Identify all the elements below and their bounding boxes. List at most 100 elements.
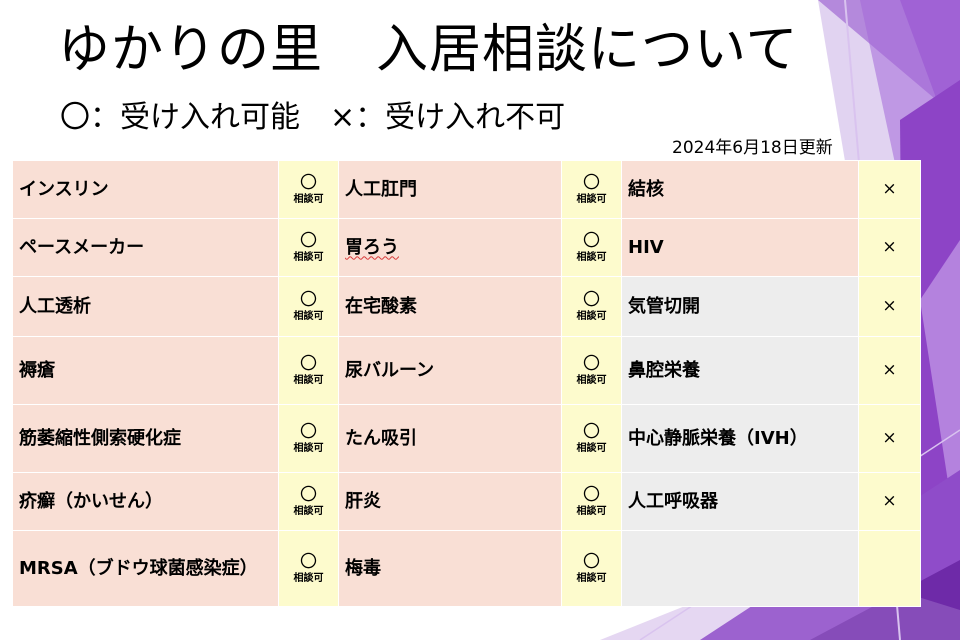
consult-note: 相談可 xyxy=(576,251,607,263)
item-label-text: 筋萎縮性側索硬化症 xyxy=(19,427,181,449)
circle-mark: 〇 xyxy=(583,551,600,572)
item-label: たん吸引 xyxy=(338,404,562,473)
item-label-text: 梅毒 xyxy=(345,557,381,579)
consult-note: 相談可 xyxy=(293,193,324,205)
circle-mark: 〇 xyxy=(300,172,317,193)
item-label: 在宅酸素 xyxy=(338,276,562,337)
item-label: 気管切開 xyxy=(621,276,859,337)
circle-mark: 〇 xyxy=(583,421,600,442)
acceptance-mark: 〇相談可 xyxy=(278,218,339,277)
item-label-text: 尿バルーン xyxy=(345,359,435,381)
acceptance-mark: × xyxy=(858,160,921,219)
acceptance-mark: × xyxy=(858,276,921,337)
admission-table: インスリン〇相談可 人工肛門〇相談可 結核 × ペースメーカー〇相談可 胃ろう〇相談可 HI… xyxy=(12,160,921,607)
acceptance-mark: × xyxy=(858,336,921,405)
circle-mark: 〇 xyxy=(300,289,317,310)
item-label-text: 人工呼吸器 xyxy=(628,490,718,512)
circle-mark: 〇 xyxy=(300,551,317,572)
item-label-text: 人工透析 xyxy=(19,295,91,317)
acceptance-mark: 〇相談可 xyxy=(561,404,622,473)
consult-note: 相談可 xyxy=(576,505,607,517)
item-label-text: HIV xyxy=(628,236,664,258)
item-label: 梅毒 xyxy=(338,530,562,607)
table-row: 人工透析〇相談可 在宅酸素〇相談可 気管切開 × xyxy=(12,276,921,337)
item-label: 鼻腔栄養 xyxy=(621,336,859,405)
item-label: インスリン xyxy=(12,160,279,219)
acceptance-mark: 〇相談可 xyxy=(278,336,339,405)
acceptance-mark: × xyxy=(858,472,921,531)
item-label: 人工呼吸器 xyxy=(621,472,859,531)
item-label-text: 結核 xyxy=(628,178,664,200)
acceptance-mark: 〇相談可 xyxy=(561,336,622,405)
acceptance-mark: 〇相談可 xyxy=(561,218,622,277)
cross-mark: × xyxy=(882,179,897,199)
item-label: 結核 xyxy=(621,160,859,219)
acceptance-mark: 〇相談可 xyxy=(278,530,339,607)
consult-note: 相談可 xyxy=(576,193,607,205)
acceptance-mark: 〇相談可 xyxy=(561,530,622,607)
legend-text: 〇：受け入れ可能 ×：受け入れ不可 xyxy=(60,100,566,135)
acceptance-mark: × xyxy=(858,218,921,277)
acceptance-mark: × xyxy=(858,404,921,473)
item-label: 筋萎縮性側索硬化症 xyxy=(12,404,279,473)
acceptance-mark: 〇相談可 xyxy=(561,472,622,531)
circle-mark: 〇 xyxy=(583,289,600,310)
item-label-text: 疥癬（かいせん） xyxy=(19,490,163,512)
consult-note: 相談可 xyxy=(293,572,324,584)
item-label-text: ペースメーカー xyxy=(19,236,145,258)
consult-note: 相談可 xyxy=(576,310,607,322)
consult-note: 相談可 xyxy=(293,310,324,322)
table-row: MRSA（ブドウ球菌感染症）〇相談可 梅毒〇相談可 xyxy=(12,530,921,607)
circle-mark: 〇 xyxy=(583,353,600,374)
item-label: 胃ろう xyxy=(338,218,562,277)
page-title: ゆかりの里 入居相談について xyxy=(58,20,799,80)
item-label-text: 胃ろう xyxy=(345,236,399,258)
item-label-text: 肝炎 xyxy=(345,490,381,512)
circle-mark: 〇 xyxy=(300,230,317,251)
item-label-text: 在宅酸素 xyxy=(345,295,417,317)
circle-mark: 〇 xyxy=(300,484,317,505)
consult-note: 相談可 xyxy=(293,505,324,517)
circle-mark: 〇 xyxy=(583,230,600,251)
cross-mark: × xyxy=(882,237,897,257)
table-row: インスリン〇相談可 人工肛門〇相談可 結核 × xyxy=(12,160,921,219)
circle-mark: 〇 xyxy=(583,484,600,505)
acceptance-mark: 〇相談可 xyxy=(278,276,339,337)
cross-mark: × xyxy=(882,428,897,448)
item-label: ペースメーカー xyxy=(12,218,279,277)
item-label: 人工肛門 xyxy=(338,160,562,219)
item-label-text: 褥瘡 xyxy=(19,359,55,381)
consult-note: 相談可 xyxy=(293,374,324,386)
consult-note: 相談可 xyxy=(576,374,607,386)
cross-mark: × xyxy=(882,360,897,380)
item-label-text: MRSA（ブドウ球菌感染症） xyxy=(19,557,258,579)
consult-note: 相談可 xyxy=(576,442,607,454)
acceptance-mark: 〇相談可 xyxy=(278,404,339,473)
item-label: 中心静脈栄養（IVH） xyxy=(621,404,859,473)
item-label-text: 鼻腔栄養 xyxy=(628,359,700,381)
item-label: 疥癬（かいせん） xyxy=(12,472,279,531)
cross-mark: × xyxy=(882,296,897,316)
item-label xyxy=(621,530,859,607)
table-row: ペースメーカー〇相談可 胃ろう〇相談可 HIV × xyxy=(12,218,921,277)
updated-date: 2024年6月18日更新 xyxy=(672,138,833,158)
item-label-text: 人工肛門 xyxy=(345,178,417,200)
item-label: HIV xyxy=(621,218,859,277)
item-label-text: 中心静脈栄養（IVH） xyxy=(628,427,808,449)
circle-mark: 〇 xyxy=(583,172,600,193)
consult-note: 相談可 xyxy=(293,442,324,454)
consult-note: 相談可 xyxy=(576,572,607,584)
acceptance-mark: 〇相談可 xyxy=(561,276,622,337)
circle-mark: 〇 xyxy=(300,421,317,442)
acceptance-mark xyxy=(858,530,921,607)
item-label: 肝炎 xyxy=(338,472,562,531)
item-label: MRSA（ブドウ球菌感染症） xyxy=(12,530,279,607)
item-label: 人工透析 xyxy=(12,276,279,337)
item-label-text: インスリン xyxy=(19,178,109,200)
item-label: 褥瘡 xyxy=(12,336,279,405)
item-label: 尿バルーン xyxy=(338,336,562,405)
table-row: 疥癬（かいせん）〇相談可 肝炎〇相談可 人工呼吸器 × xyxy=(12,472,921,531)
item-label-text: たん吸引 xyxy=(345,427,417,449)
acceptance-mark: 〇相談可 xyxy=(561,160,622,219)
table-row: 褥瘡〇相談可 尿バルーン〇相談可 鼻腔栄養 × xyxy=(12,336,921,405)
